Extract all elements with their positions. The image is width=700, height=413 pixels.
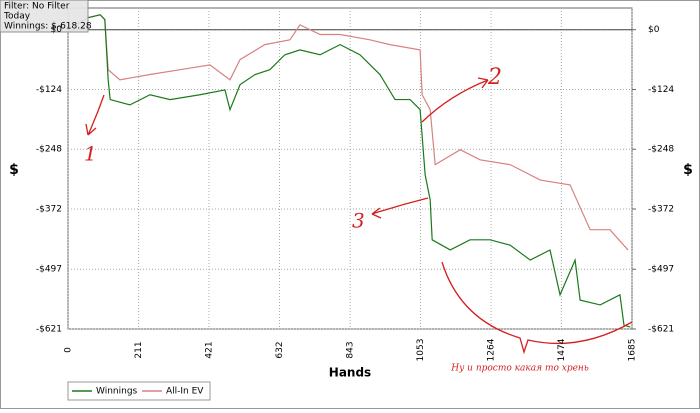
y-tick-label: -$497 bbox=[36, 265, 62, 275]
info-text: Winnings: $-618.28 bbox=[4, 22, 92, 32]
y2-tick-label: -$621 bbox=[648, 325, 674, 335]
x-axis-title: Hands bbox=[329, 366, 371, 380]
series-line bbox=[67, 14, 631, 328]
annotation: 3 bbox=[352, 209, 365, 233]
y-axis-title: $ bbox=[9, 162, 19, 178]
annotation: Ну и просто какая то хрень bbox=[450, 364, 589, 374]
x-tick-label: 211 bbox=[134, 341, 144, 358]
y2-tick-label: -$248 bbox=[648, 145, 674, 155]
y2-tick-label: -$497 bbox=[648, 265, 674, 275]
y2-tick-label: $0 bbox=[648, 25, 660, 35]
annotation: 1 bbox=[84, 142, 97, 166]
info-box bbox=[0, 0, 89, 33]
info-text: Today bbox=[3, 12, 31, 22]
series-line bbox=[67, 14, 629, 251]
x-tick-label: 1474 bbox=[557, 338, 567, 361]
legend-label: All-In EV bbox=[166, 387, 204, 397]
y-tick-label: -$372 bbox=[36, 204, 62, 214]
x-tick-label: 1685 bbox=[628, 339, 638, 362]
x-tick-label: 0 bbox=[64, 347, 74, 353]
y-tick-label: -$621 bbox=[36, 325, 62, 335]
x-tick-label: 1053 bbox=[416, 339, 426, 362]
legend-box bbox=[67, 381, 211, 401]
y2-tick-label: -$124 bbox=[648, 85, 674, 95]
annotation: 2 bbox=[487, 65, 502, 90]
x-tick-label: 1264 bbox=[487, 338, 497, 361]
y2-axis-title: $ bbox=[683, 162, 693, 178]
x-tick-label: 632 bbox=[275, 341, 285, 358]
y2-tick-label: -$372 bbox=[648, 204, 674, 214]
y-tick-label: $0 bbox=[51, 25, 63, 35]
y-tick-label: -$248 bbox=[36, 145, 62, 155]
info-text: Filter: No Filter bbox=[4, 2, 70, 12]
legend-label: Winnings bbox=[96, 387, 138, 397]
x-tick-label: 843 bbox=[346, 341, 356, 358]
annotation-strokes bbox=[85, 77, 633, 355]
y-tick-label: -$124 bbox=[36, 85, 62, 95]
x-tick-label: 421 bbox=[204, 341, 214, 358]
